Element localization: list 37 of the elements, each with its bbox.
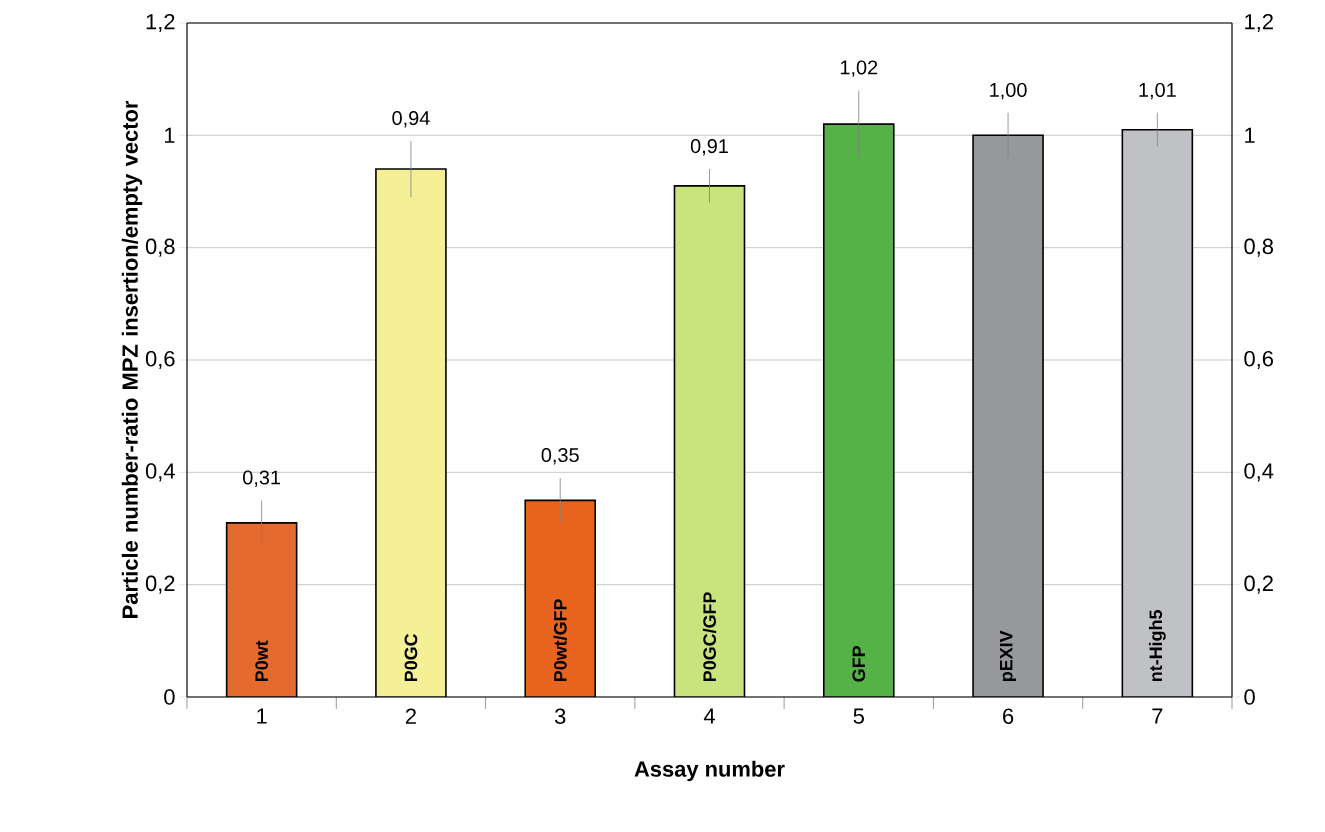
x-tick-label: 1 xyxy=(257,708,267,724)
annotation: pEXIV xyxy=(1000,630,1017,682)
y-tick-label: 1,2 xyxy=(146,13,175,33)
y-tick-label: 0,4 xyxy=(145,463,175,482)
x-axis-title: Assay number xyxy=(634,760,785,782)
data-label: 0,91 xyxy=(690,139,728,156)
x-tick-label: 2 xyxy=(405,708,416,724)
y-axis-title: Particle number-ratio MPZ insertion/empty vector xyxy=(121,100,143,618)
data-label: 0,94 xyxy=(392,110,430,128)
x-tick-label: 7 xyxy=(1152,708,1163,724)
annotation: P0wt/GFP xyxy=(553,599,567,682)
y2-tick-label: 1 xyxy=(1245,127,1255,143)
data-label: 0,35 xyxy=(541,447,579,465)
y-tick-label: 0,6 xyxy=(145,350,175,370)
annotation: GFP xyxy=(852,645,866,682)
annotation: P0wt xyxy=(255,640,268,682)
y2-tick-label: 1,2 xyxy=(1245,13,1273,33)
y-tick-label: 0,8 xyxy=(145,238,175,257)
x-tick-label: 4 xyxy=(703,708,715,724)
annotation: P0GC/GFP xyxy=(702,592,717,682)
data-label: 1,00 xyxy=(990,82,1027,100)
y2-tick-label: 0,6 xyxy=(1244,350,1273,370)
x-tick-label: 3 xyxy=(554,708,566,725)
data-label: 0,31 xyxy=(243,470,281,487)
y-tick-label: 1 xyxy=(164,127,175,143)
y2-tick-label: 0,2 xyxy=(1244,575,1273,594)
x-tick-label: 6 xyxy=(1003,708,1014,725)
y-tick-label: 0,2 xyxy=(145,575,175,594)
annotation: P0GC xyxy=(404,633,418,682)
x-tick-label: 5 xyxy=(853,708,864,724)
data-label: 1,02 xyxy=(840,60,878,77)
y2-tick-label: 0,4 xyxy=(1244,463,1274,482)
y2-tick-label: 0,8 xyxy=(1244,238,1273,257)
data-label: 1,01 xyxy=(1139,82,1176,100)
y2-tick-label: 0 xyxy=(1244,689,1255,705)
annotation: nt-High5 xyxy=(1148,610,1166,682)
y-tick-label: 0 xyxy=(164,689,175,705)
